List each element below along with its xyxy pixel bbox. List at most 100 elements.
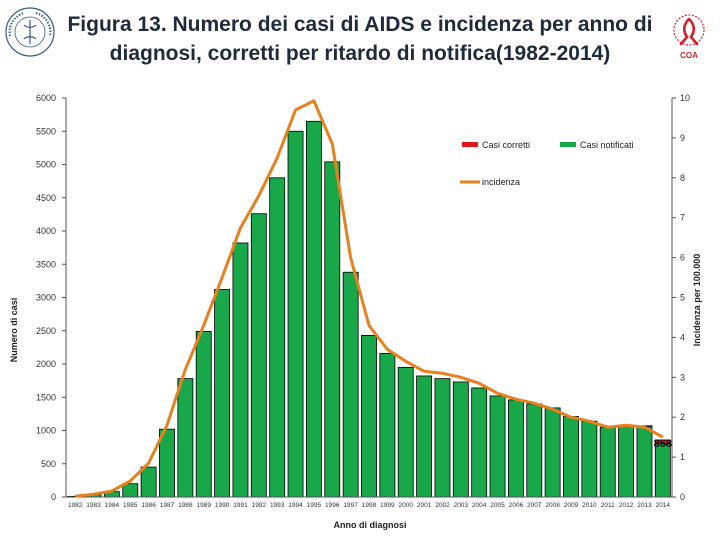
- legend-label-casi-corretti: Casi corretti: [482, 140, 530, 150]
- x-tick-label: 1996: [325, 502, 340, 509]
- y-tick-label-left: 6000: [36, 93, 56, 103]
- legend-label-incidenza: incidenza: [482, 177, 520, 187]
- y-tick-label-left: 5000: [36, 160, 56, 170]
- x-tick-label: 2008: [545, 502, 560, 509]
- bar-casi-notificati-2003: [452, 381, 469, 498]
- y-tick-label-right: 6: [680, 253, 685, 263]
- bar-casi-notificati-1999: [379, 352, 396, 498]
- x-tick-label: 2000: [398, 502, 413, 509]
- y-axis-right: 0 1 2 3 4 5 6 7 8 9 10: [671, 93, 690, 502]
- x-tick-label: 1992: [252, 502, 267, 509]
- y-tick-label-right: 4: [680, 332, 685, 342]
- y-axis-label-left: Numero di casi: [9, 297, 19, 363]
- bar-casi-notificati-2013: [636, 426, 653, 498]
- bar-casi-notificati-2008: [544, 407, 561, 498]
- bar-casi-notificati-1997: [342, 271, 359, 498]
- bar-casi-notificati-1985: [122, 483, 139, 498]
- bar-casi-notificati-2006: [507, 399, 524, 498]
- y-tick-label-left: 3000: [36, 293, 56, 303]
- bar-casi-notificati-2001: [416, 375, 433, 498]
- x-tick-label: 1991: [233, 502, 248, 509]
- bar-casi-notificati-1986: [140, 466, 157, 498]
- bar-casi-notificati-1996: [324, 161, 341, 498]
- bar-casi-notificati-1991: [232, 242, 249, 498]
- bar-casi-notificati-1990: [214, 289, 231, 498]
- bar-group: [67, 120, 671, 498]
- bar-casi-notificati-2011: [599, 426, 616, 498]
- y-tick-label-right: 9: [680, 133, 685, 143]
- legend-swatch-casi-corretti: [462, 142, 478, 147]
- y-tick-label-left: 4000: [36, 226, 56, 236]
- y-tick-label-right: 10: [680, 93, 690, 103]
- y-tick-label-right: 3: [680, 372, 685, 382]
- bar-casi-notificati-1988: [177, 378, 194, 498]
- legend-label-casi-notificati: Casi notificati: [580, 140, 634, 150]
- x-tick-label: 1986: [141, 502, 156, 509]
- y-tick-label-right: 5: [680, 293, 685, 303]
- bar-casi-notificati-2002: [434, 378, 451, 498]
- y-tick-label-right: 0: [680, 492, 685, 502]
- x-tick-label: 2006: [509, 502, 524, 509]
- x-tick-label: 2002: [435, 502, 450, 509]
- iss-logo: [5, 7, 55, 57]
- x-tick-label: 2010: [582, 502, 597, 509]
- bar-casi-notificati-1995: [305, 120, 322, 498]
- y-tick-label-left: 4500: [36, 193, 56, 203]
- x-tick-label: 2009: [564, 502, 579, 509]
- bar-casi-notificati-1993: [269, 177, 286, 498]
- legend: Casi corretti Casi notificati incidenza: [460, 140, 634, 187]
- y-tick-label-left: 2500: [36, 326, 56, 336]
- y-tick-label-left: 1500: [36, 392, 56, 402]
- x-tick-label: 1987: [160, 502, 175, 509]
- x-tick-label: 1985: [123, 502, 138, 509]
- bar-casi-notificati-2014: [654, 443, 671, 498]
- legend-swatch-casi-notificati: [560, 142, 576, 147]
- y-tick-label-left: 5500: [36, 126, 56, 136]
- bar-casi-notificati-1994: [287, 130, 304, 498]
- bar-casi-notificati-2009: [563, 416, 579, 498]
- y-tick-label-left: 0: [51, 492, 56, 502]
- bar-casi-notificati-2012: [618, 424, 635, 498]
- bar-casi-notificati-2010: [581, 420, 598, 498]
- x-axis-label: Anno di diagnosi: [333, 520, 407, 530]
- x-tick-label: 2003: [454, 502, 469, 509]
- x-tick-label: 2001: [417, 502, 432, 509]
- y-axis-label-right: Incidenza per 100.000: [692, 253, 702, 347]
- x-tick-label: 2007: [527, 502, 542, 509]
- bar-casi-corretti-2014: [654, 439, 671, 445]
- bar-casi-notificati-2000: [397, 366, 414, 498]
- x-tick-label: 2013: [637, 502, 652, 509]
- x-tick-label: 2012: [619, 502, 634, 509]
- x-tick-label: 2014: [656, 502, 671, 509]
- x-tick-label: 1988: [178, 502, 193, 509]
- y-tick-label-right: 2: [680, 412, 685, 422]
- y-tick-label-right: 8: [680, 173, 685, 183]
- x-tick-label: 1984: [105, 502, 120, 509]
- y-axis-left: 0 500 1000 1500 2000 2500 3000 3500 4000 4500 5000…: [36, 93, 67, 502]
- series-line-incidenza: [75, 99, 664, 498]
- chart-title: Figura 13. Numero dei casi di AIDS e inc…: [67, 13, 653, 65]
- y-tick-label-left: 2000: [36, 359, 56, 369]
- x-tick-label: 1997: [343, 502, 358, 509]
- x-tick-label: 2004: [472, 502, 487, 509]
- data-label-2014: 858: [654, 438, 672, 450]
- x-tick-label: 1989: [196, 502, 211, 509]
- x-tick-label: 1999: [380, 502, 395, 509]
- y-tick-label-left: 500: [41, 459, 56, 469]
- coa-logo: COA: [664, 10, 714, 62]
- y-tick-label-left: 1000: [36, 426, 56, 436]
- y-tick-label-left: 3500: [36, 259, 56, 269]
- y-tick-label-right: 1: [680, 452, 685, 462]
- x-tick-label: 2005: [490, 502, 505, 509]
- x-tick-label: 1982: [68, 502, 83, 509]
- x-tick-label: 1994: [288, 502, 303, 509]
- bar-casi-notificati-1998: [361, 335, 377, 498]
- bar-casi-notificati-2007: [526, 403, 543, 498]
- x-axis: 1982 1983 1984 1985 1986 1987 1988 1989 1990 1991…: [66, 496, 672, 509]
- coa-logo-text: COA: [680, 51, 698, 60]
- bar-casi-notificati-1992: [250, 213, 267, 498]
- chart-area: 0 500 1000 1500 2000 2500 3000 3500 4000 4500 5000…: [36, 93, 690, 509]
- x-tick-label: 1995: [307, 502, 322, 509]
- x-tick-label: 1983: [86, 502, 101, 509]
- x-tick-label: 2011: [601, 502, 615, 509]
